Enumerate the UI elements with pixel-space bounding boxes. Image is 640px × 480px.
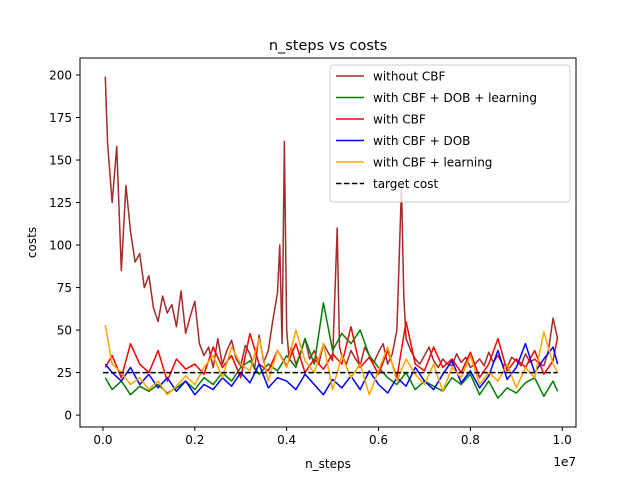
y-tick-label: 50 bbox=[57, 323, 72, 337]
x-axis-offset-text: 1e7 bbox=[553, 455, 576, 469]
legend: without CBF with CBF + DOB + learning with… bbox=[329, 64, 571, 203]
x-tick-label: 0.4 bbox=[277, 433, 296, 447]
series-line-2 bbox=[104, 320, 559, 382]
legend-label: with CBF bbox=[373, 113, 426, 127]
y-tick-label: 125 bbox=[49, 196, 72, 210]
legend-box bbox=[329, 64, 571, 203]
x-tick-label: 0.8 bbox=[461, 433, 480, 447]
y-tick-label: 175 bbox=[49, 111, 72, 125]
legend-label: with CBF + learning bbox=[373, 156, 492, 170]
y-tick-label: 0 bbox=[64, 408, 72, 422]
series-layer bbox=[102, 76, 559, 399]
x-axis: 0.0 0.2 0.4 0.6 0.8 1.0 bbox=[93, 427, 572, 447]
x-axis-label: n_steps bbox=[305, 457, 351, 471]
y-tick-label: 150 bbox=[49, 153, 72, 167]
x-tick-label: 1.0 bbox=[553, 433, 572, 447]
x-tick-label: 0.6 bbox=[369, 433, 388, 447]
y-axis-label: costs bbox=[25, 227, 39, 258]
x-tick-label: 0.0 bbox=[93, 433, 112, 447]
y-tick-label: 200 bbox=[49, 68, 72, 82]
y-tick-label: 100 bbox=[49, 238, 72, 252]
y-tick-label: 25 bbox=[57, 366, 72, 380]
y-axis: 0 25 50 75 100 125 150 175 200 bbox=[49, 68, 80, 422]
legend-label: with CBF + DOB + learning bbox=[373, 91, 537, 105]
y-tick-label: 75 bbox=[57, 281, 72, 295]
series-line-1 bbox=[104, 302, 559, 399]
legend-label: with CBF + DOB bbox=[373, 134, 470, 148]
series-line-3 bbox=[104, 342, 559, 396]
series-line-4 bbox=[104, 324, 559, 396]
legend-label: without CBF bbox=[373, 70, 446, 84]
x-tick-label: 0.2 bbox=[185, 433, 204, 447]
legend-label: target cost bbox=[373, 177, 438, 191]
plot-frame bbox=[79, 57, 577, 428]
chart-title: n_steps vs costs bbox=[269, 38, 387, 54]
